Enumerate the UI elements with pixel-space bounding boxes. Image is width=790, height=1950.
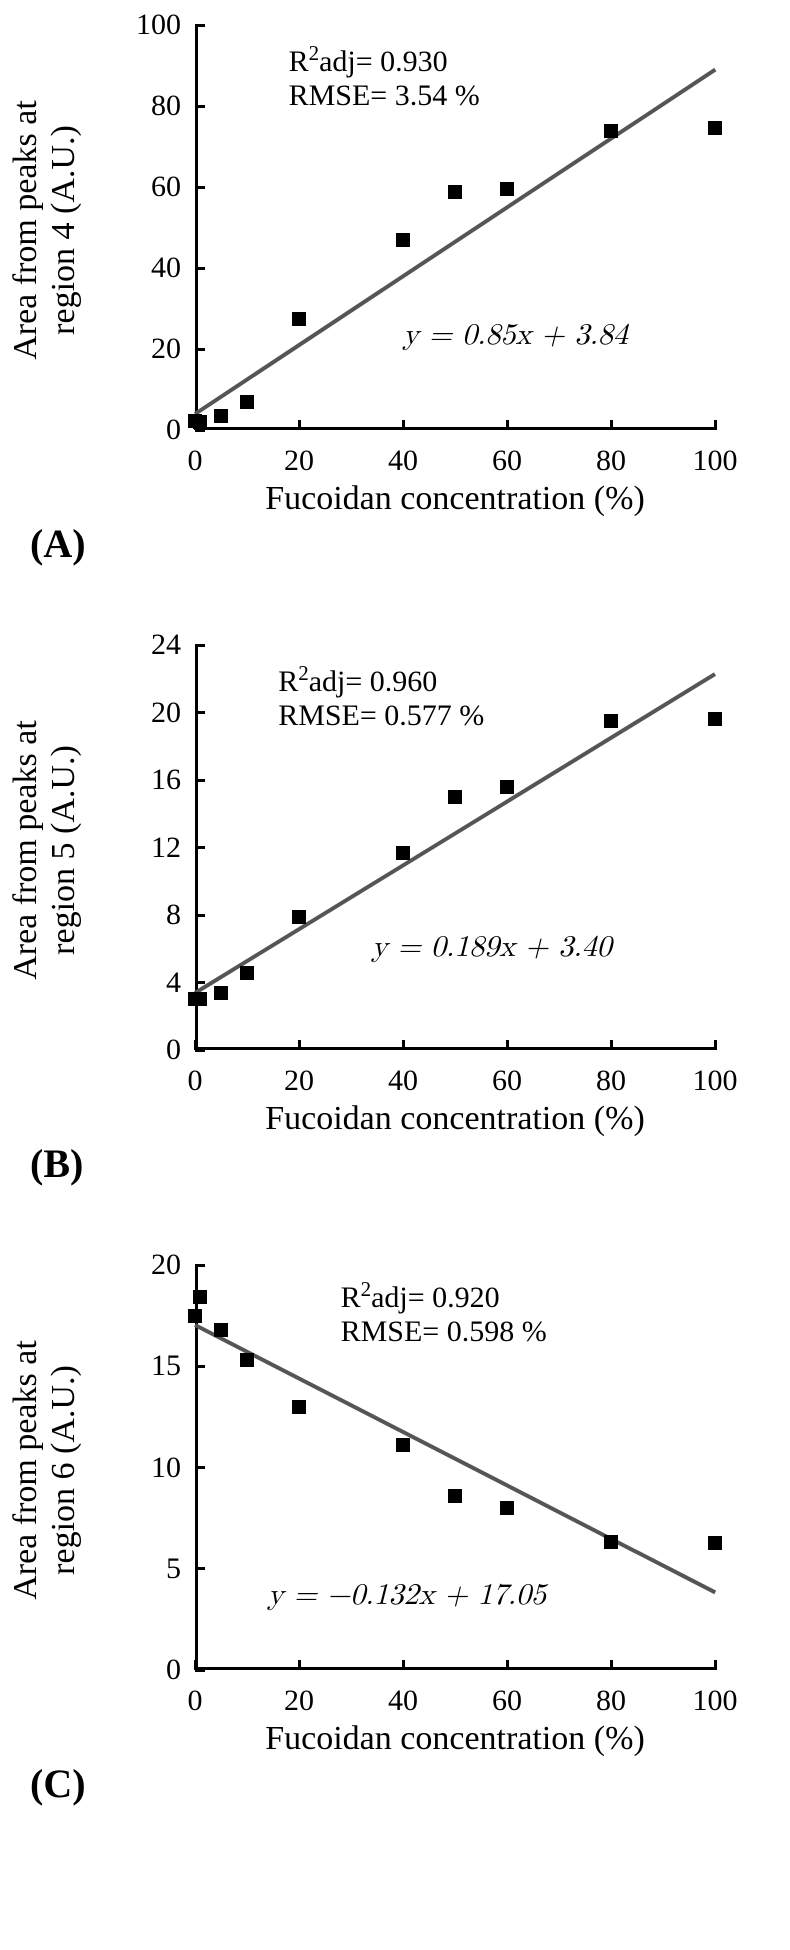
data-marker (708, 121, 722, 135)
x-tick-label: 60 (492, 444, 522, 478)
data-marker (708, 712, 722, 726)
data-marker (708, 1536, 722, 1550)
data-marker (604, 714, 618, 728)
y-tick-label: 100 (136, 8, 181, 42)
data-marker (240, 966, 254, 980)
fit-statistics: R2adj= 0.960RMSE= 0.577 % (278, 661, 484, 733)
data-marker (188, 1309, 202, 1323)
figure-container: Area from peaks atregion 4 (A.U.) Fucoida… (0, 0, 790, 1900)
x-tick-label: 100 (693, 444, 738, 478)
x-tick-label: 0 (188, 1064, 203, 1098)
data-marker (500, 780, 514, 794)
x-tick-label: 100 (693, 1684, 738, 1718)
data-marker (396, 846, 410, 860)
panel-tag: (B) (30, 1140, 83, 1187)
y-axis-label: Area from peaks atregion 4 (A.U.) (7, 100, 83, 360)
y-tick-label: 40 (151, 251, 181, 285)
x-tick-label: 100 (693, 1064, 738, 1098)
y-tick-label: 60 (151, 170, 181, 204)
fit-equation: y = −0.132x + 17.05 (268, 1577, 546, 1613)
x-tick-label: 40 (388, 1684, 418, 1718)
fit-statistics: R2adj= 0.920RMSE= 0.598 % (341, 1277, 547, 1349)
x-axis-label: Fucoidan concentration (%) (195, 480, 715, 518)
y-tick-label: 20 (151, 1248, 181, 1282)
plot-area: 02040608010004812162024R2adj= 0.960RMSE=… (195, 645, 715, 1050)
x-tick-label: 20 (284, 444, 314, 478)
data-marker (396, 1438, 410, 1452)
data-marker (448, 185, 462, 199)
data-marker (292, 1400, 306, 1414)
data-marker (240, 1353, 254, 1367)
fit-equation: y = 0.85x + 3.84 (403, 317, 628, 353)
y-tick-label: 15 (151, 1349, 181, 1383)
data-marker (214, 1323, 228, 1337)
y-tick-label: 0 (166, 413, 181, 447)
data-marker (500, 1501, 514, 1515)
x-axis-label: Fucoidan concentration (%) (195, 1720, 715, 1758)
fit-equation: y = 0.189x + 3.40 (372, 929, 612, 965)
panel-tag: (C) (30, 1760, 86, 1807)
x-tick-label: 60 (492, 1684, 522, 1718)
x-tick-label: 0 (188, 444, 203, 478)
data-marker (292, 910, 306, 924)
y-tick-label: 20 (151, 332, 181, 366)
y-tick-label: 0 (166, 1653, 181, 1687)
x-tick-label: 40 (388, 1064, 418, 1098)
data-marker (448, 1489, 462, 1503)
data-marker (500, 182, 514, 196)
y-tick-label: 4 (166, 966, 181, 1000)
y-tick-label: 5 (166, 1552, 181, 1586)
data-marker (193, 1290, 207, 1304)
data-marker (604, 1535, 618, 1549)
x-tick-label: 20 (284, 1064, 314, 1098)
regression-line (194, 69, 716, 417)
data-marker (193, 415, 207, 429)
regression-line (194, 1323, 716, 1594)
y-axis-label: Area from peaks atregion 6 (A.U.) (7, 1340, 83, 1600)
x-tick-label: 60 (492, 1064, 522, 1098)
data-marker (396, 233, 410, 247)
plot-area: 02040608010005101520R2adj= 0.920RMSE= 0.… (195, 1265, 715, 1670)
y-tick-label: 0 (166, 1033, 181, 1067)
data-marker (292, 312, 306, 326)
data-marker (193, 992, 207, 1006)
x-tick-label: 80 (596, 1064, 626, 1098)
data-marker (240, 395, 254, 409)
chart-panel-A: Area from peaks atregion 4 (A.U.)Fucoida… (30, 10, 760, 570)
y-tick-label: 20 (151, 696, 181, 730)
y-tick-label: 16 (151, 763, 181, 797)
y-axis-label: Area from peaks atregion 5 (A.U.) (7, 720, 83, 980)
chart-panel-B: Area from peaks atregion 5 (A.U.)Fucoida… (30, 630, 760, 1190)
x-tick-label: 80 (596, 1684, 626, 1718)
x-tick-label: 0 (188, 1684, 203, 1718)
y-tick-label: 8 (166, 898, 181, 932)
panel-tag: (A) (30, 520, 86, 567)
y-tick-label: 10 (151, 1451, 181, 1485)
x-tick-label: 40 (388, 444, 418, 478)
y-tick-label: 12 (151, 831, 181, 865)
y-tick-label: 80 (151, 89, 181, 123)
x-axis-label: Fucoidan concentration (%) (195, 1100, 715, 1138)
data-marker (448, 790, 462, 804)
data-marker (214, 986, 228, 1000)
data-marker (604, 124, 618, 138)
data-marker (214, 409, 228, 423)
y-tick-label: 24 (151, 628, 181, 662)
chart-panel-C: Area from peaks atregion 6 (A.U.)Fucoida… (30, 1250, 760, 1810)
x-tick-label: 80 (596, 444, 626, 478)
fit-statistics: R2adj= 0.930RMSE= 3.54 % (289, 41, 480, 113)
x-tick-label: 20 (284, 1684, 314, 1718)
plot-area: 020406080100020406080100R2adj= 0.930RMSE… (195, 25, 715, 430)
